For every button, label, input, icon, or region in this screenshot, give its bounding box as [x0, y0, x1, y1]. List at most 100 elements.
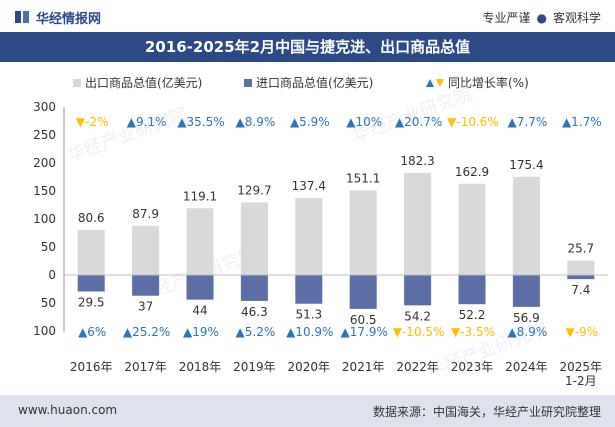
title-bar: 2016-2025年2月中国与捷克进、出口商品总值 [0, 32, 615, 62]
export-bar [132, 225, 160, 275]
import-bar [567, 275, 595, 280]
export-value-label: 151.1 [346, 171, 380, 185]
export-growth-label: ▲5.9% [290, 115, 330, 129]
import-bar [295, 275, 323, 304]
import-value-label: 52.2 [459, 308, 486, 322]
legend-down-arrow-icon [436, 79, 444, 87]
brand: 华经情报网 [14, 8, 102, 27]
x-tick-label: 2021年 [342, 360, 385, 374]
y-axis: 300 250 200 150 100 50 0 50 100 [33, 100, 65, 338]
legend-import-swatch [244, 79, 252, 87]
x-tick-label: 2017年 [124, 360, 167, 374]
y-tick-label: 200 [33, 156, 56, 170]
export-value-label: 137.4 [292, 179, 326, 193]
export-growth-label: ▲9.1% [127, 115, 167, 129]
x-tick-label: 2022年 [396, 360, 439, 374]
x-tick-label: 2018年 [179, 360, 222, 374]
export-value-label: 87.9 [132, 207, 159, 221]
bars [77, 172, 595, 309]
x-axis: 2016年 2017年 2018年 2019年 2020年 2021年 2022年 2023年… [64, 274, 608, 388]
import-value-label: 60.5 [350, 313, 377, 327]
x-tick-label: 2024年 [505, 360, 548, 374]
export-value-label: 119.1 [183, 189, 217, 203]
import-value-label: 56.9 [513, 311, 540, 325]
footer-source: 数据来源：中国海关，华经产业研究院整理 [372, 405, 601, 419]
import-growth-label: ▼-10.5% [393, 325, 445, 339]
legend: 出口商品总值(亿美元) 进口商品总值(亿美元) 同比增长率(%) [73, 75, 529, 90]
export-value-label: 25.7 [567, 242, 594, 256]
x-tick-label: 1-2月 [565, 374, 597, 388]
export-growth-label: ▼-2% [76, 115, 109, 129]
import-value-label: 7.4 [571, 283, 590, 297]
import-growth-label: ▲10.9% [286, 325, 333, 339]
data-labels: 80.6 29.5 87.9 37 119.1 44 129.7 46.3 137.4 51.3 1… [78, 154, 594, 327]
export-growth-label: ▲20.7% [395, 115, 442, 129]
export-value-label: 80.6 [78, 211, 105, 225]
brand-logo-icon [15, 11, 29, 23]
tagline-2: 客观科学 [552, 11, 601, 25]
export-value-label: 129.7 [237, 183, 271, 197]
chart-area: 出口商品总值(亿美元) 进口商品总值(亿美元) 同比增长率(%) 华经产业研究院… [33, 75, 608, 388]
brand-name: 华经情报网 [36, 11, 102, 27]
y-tick-label: 50 [41, 296, 56, 310]
legend-export-swatch [73, 79, 81, 87]
x-tick-label: 2016年 [70, 360, 113, 374]
export-growth-label: ▼-10.6% [447, 115, 499, 129]
import-growth-label: ▲25.2% [123, 325, 170, 339]
export-value-label: 182.3 [400, 154, 434, 168]
import-value-label: 54.2 [404, 309, 431, 323]
export-value-label: 162.9 [455, 165, 489, 179]
y-tick-label: 250 [33, 128, 56, 142]
y-tick-label: 50 [41, 240, 56, 254]
legend-up-arrow-icon [426, 79, 434, 87]
footer: www.huaon.com 数据来源：中国海关，华经产业研究院整理 [0, 395, 615, 427]
import-growth-label: ▼-9% [565, 325, 598, 339]
export-bar [295, 198, 323, 275]
import-bar [458, 275, 486, 305]
export-bar [512, 176, 540, 275]
top-bar: 华经情报网 专业严谨 ● 客观科学 [0, 0, 615, 32]
y-tick-label: 300 [33, 100, 56, 114]
import-growth-label: ▲17.9% [341, 325, 388, 339]
x-tick-label: 2020年 [288, 360, 331, 374]
export-growth-label: ▲1.7% [562, 115, 602, 129]
import-value-label: 44 [192, 304, 207, 318]
import-growth-label: ▲19% [183, 325, 219, 339]
y-tick-label: 100 [33, 212, 56, 226]
import-bar [132, 275, 160, 296]
footer-url: www.huaon.com [18, 403, 118, 417]
import-growth-label: ▼-3.5% [451, 325, 495, 339]
import-value-label: 37 [138, 300, 153, 314]
x-tick-label: 2019年 [233, 360, 276, 374]
import-bar [404, 275, 432, 306]
import-value-label: 46.3 [241, 305, 268, 319]
legend-import-label: 进口商品总值(亿美元) [256, 75, 373, 90]
export-bar [567, 260, 595, 275]
export-bar [349, 190, 377, 275]
y-tick-label: 150 [33, 184, 56, 198]
export-bar [186, 208, 214, 275]
growth-labels: ▼-2% ▲6% ▲9.1% ▲25.2% ▲35.5% ▲19% ▲8.9% ▲5.2% ▲5… [76, 115, 602, 339]
export-bar [77, 229, 105, 275]
tagline-1: 专业严谨 [482, 11, 531, 25]
y-tick-label: 100 [33, 324, 56, 338]
import-growth-label: ▲5.2% [236, 325, 276, 339]
export-growth-label: ▲10% [346, 115, 382, 129]
export-value-label: 175.4 [509, 158, 543, 172]
import-growth-label: ▲8.9% [508, 325, 548, 339]
import-bar [240, 275, 268, 301]
import-bar [186, 275, 214, 300]
import-value-label: 29.5 [78, 296, 105, 310]
export-bar [240, 202, 268, 275]
import-bar [512, 275, 540, 307]
legend-export-label: 出口商品总值(亿美元) [85, 75, 202, 90]
import-bar [77, 275, 105, 292]
x-tick-label: 2023年 [451, 360, 494, 374]
separator-dot-icon: ● [536, 10, 547, 25]
export-bar [404, 172, 432, 275]
legend-growth-label: 同比增长率(%) [448, 75, 529, 90]
import-value-label: 51.3 [295, 308, 322, 322]
chart-title: 2016-2025年2月中国与捷克进、出口商品总值 [144, 38, 471, 56]
y-tick-label: 0 [48, 268, 56, 282]
import-growth-label: ▲6% [78, 325, 106, 339]
